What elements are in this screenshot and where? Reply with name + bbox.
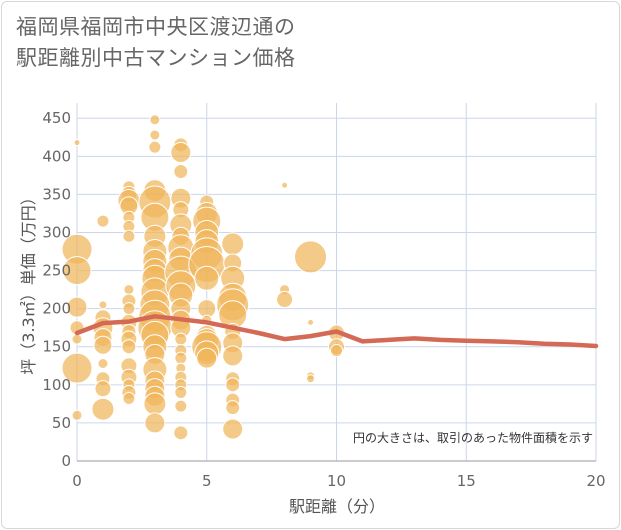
data-bubble	[194, 265, 220, 291]
data-bubble	[330, 344, 343, 358]
data-bubble	[170, 142, 192, 164]
data-bubble	[94, 380, 112, 398]
data-bubble	[121, 339, 137, 355]
data-bubble	[173, 425, 189, 441]
data-bubble	[71, 333, 83, 345]
y-tick-label: 200	[42, 300, 71, 318]
data-bubble	[93, 335, 113, 355]
data-bubble	[122, 392, 136, 406]
data-bubble	[222, 345, 244, 367]
data-bubble	[173, 164, 189, 180]
x-axis-label: 駅距離（分）	[289, 497, 385, 516]
y-tick-label: 450	[42, 109, 71, 127]
data-bubble	[149, 114, 161, 126]
y-tick-labels: 0 50 100 150 200 250 300 350 400 450	[42, 109, 71, 470]
data-bubble	[276, 291, 294, 309]
data-bubble	[97, 358, 109, 370]
data-bubble	[91, 397, 115, 421]
data-bubble	[307, 318, 315, 326]
data-bubble	[122, 302, 136, 316]
y-tick-label: 400	[42, 147, 71, 165]
data-bubble	[222, 418, 244, 440]
data-bubble	[306, 374, 316, 384]
y-tick-label: 0	[61, 452, 71, 470]
y-tick-label: 350	[42, 185, 71, 203]
data-bubble	[96, 214, 110, 228]
x-tick-label: 0	[72, 472, 82, 490]
data-bubble	[61, 352, 93, 384]
data-bubble	[149, 129, 161, 141]
y-tick-label: 250	[42, 262, 71, 280]
x-tick-labels: 0 5 10 15 20	[72, 472, 605, 490]
y-axis-label: 坪（3.3㎡）単価（万円）	[19, 189, 38, 374]
x-tick-label: 5	[202, 472, 212, 490]
y-tick-label: 150	[42, 338, 71, 356]
x-tick-label: 15	[457, 472, 476, 490]
average-price-line	[74, 314, 599, 349]
chart-title: 福岡県福岡市中央区渡辺通の 駅距離別中古マンション価格	[16, 12, 296, 74]
data-bubble	[281, 181, 289, 189]
chart-title-line1: 福岡県福岡市中央区渡辺通の	[16, 15, 296, 39]
x-tick-label: 20	[586, 472, 605, 490]
data-bubble	[98, 300, 108, 310]
data-bubble	[66, 296, 88, 318]
data-bubble	[196, 347, 218, 369]
y-tick-label: 50	[52, 414, 71, 432]
data-bubble	[144, 412, 166, 434]
data-bubble	[294, 240, 328, 274]
data-bubble	[174, 332, 188, 346]
data-bubble	[174, 351, 188, 365]
data-bubble	[225, 400, 241, 416]
data-bubble	[174, 399, 188, 413]
data-bubble	[71, 409, 83, 421]
data-bubble	[221, 232, 245, 256]
data-bubble	[143, 392, 167, 416]
data-bubble	[148, 140, 162, 154]
y-tick-label: 300	[42, 223, 71, 241]
data-bubble	[122, 229, 136, 243]
average-line-layer	[74, 314, 599, 349]
data-bubble	[174, 385, 188, 399]
x-tick-label: 10	[327, 472, 346, 490]
size-note: 円の大きさは、取引のあった物件面積を示す	[353, 430, 593, 445]
chart-title-line2: 駅距離別中古マンション価格	[16, 46, 296, 70]
data-bubble	[62, 256, 92, 286]
data-bubble	[73, 139, 81, 147]
data-bubble	[123, 284, 135, 296]
y-tick-label: 100	[42, 376, 71, 394]
data-bubble	[225, 377, 241, 393]
